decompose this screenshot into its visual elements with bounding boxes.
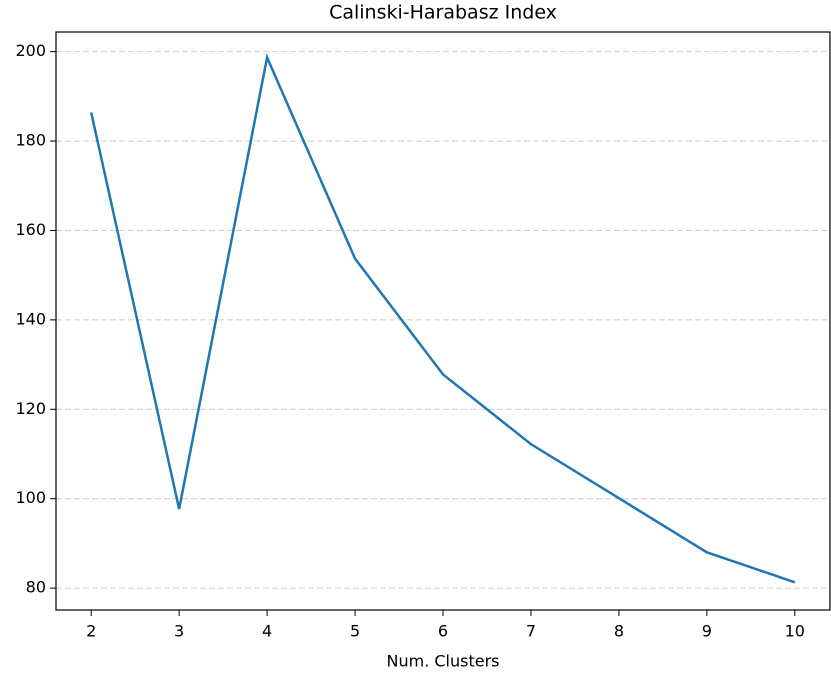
- y-tick-label: 80: [26, 578, 46, 597]
- y-tick-label: 140: [15, 309, 46, 328]
- x-tick-label: 4: [262, 622, 272, 641]
- x-tick-label: 7: [526, 622, 536, 641]
- y-tick-label: 100: [15, 488, 46, 507]
- y-tick-label: 200: [15, 41, 46, 60]
- x-tick-label: 8: [614, 622, 624, 641]
- x-tick-label: 10: [785, 622, 805, 641]
- x-tick-label: 6: [438, 622, 448, 641]
- y-tick-label: 180: [15, 131, 46, 150]
- x-tick-label: 5: [350, 622, 360, 641]
- x-tick-label: 9: [702, 622, 712, 641]
- y-tick-label: 160: [15, 220, 46, 239]
- x-axis-label: Num. Clusters: [387, 652, 500, 671]
- chart-title: Calinski-Harabasz Index: [329, 2, 557, 24]
- data-line: [89, 53, 796, 584]
- x-tick-label: 3: [174, 622, 184, 641]
- plot-frame: [55, 31, 831, 611]
- x-tick-label: 2: [86, 622, 96, 641]
- y-tick-label: 120: [15, 399, 46, 418]
